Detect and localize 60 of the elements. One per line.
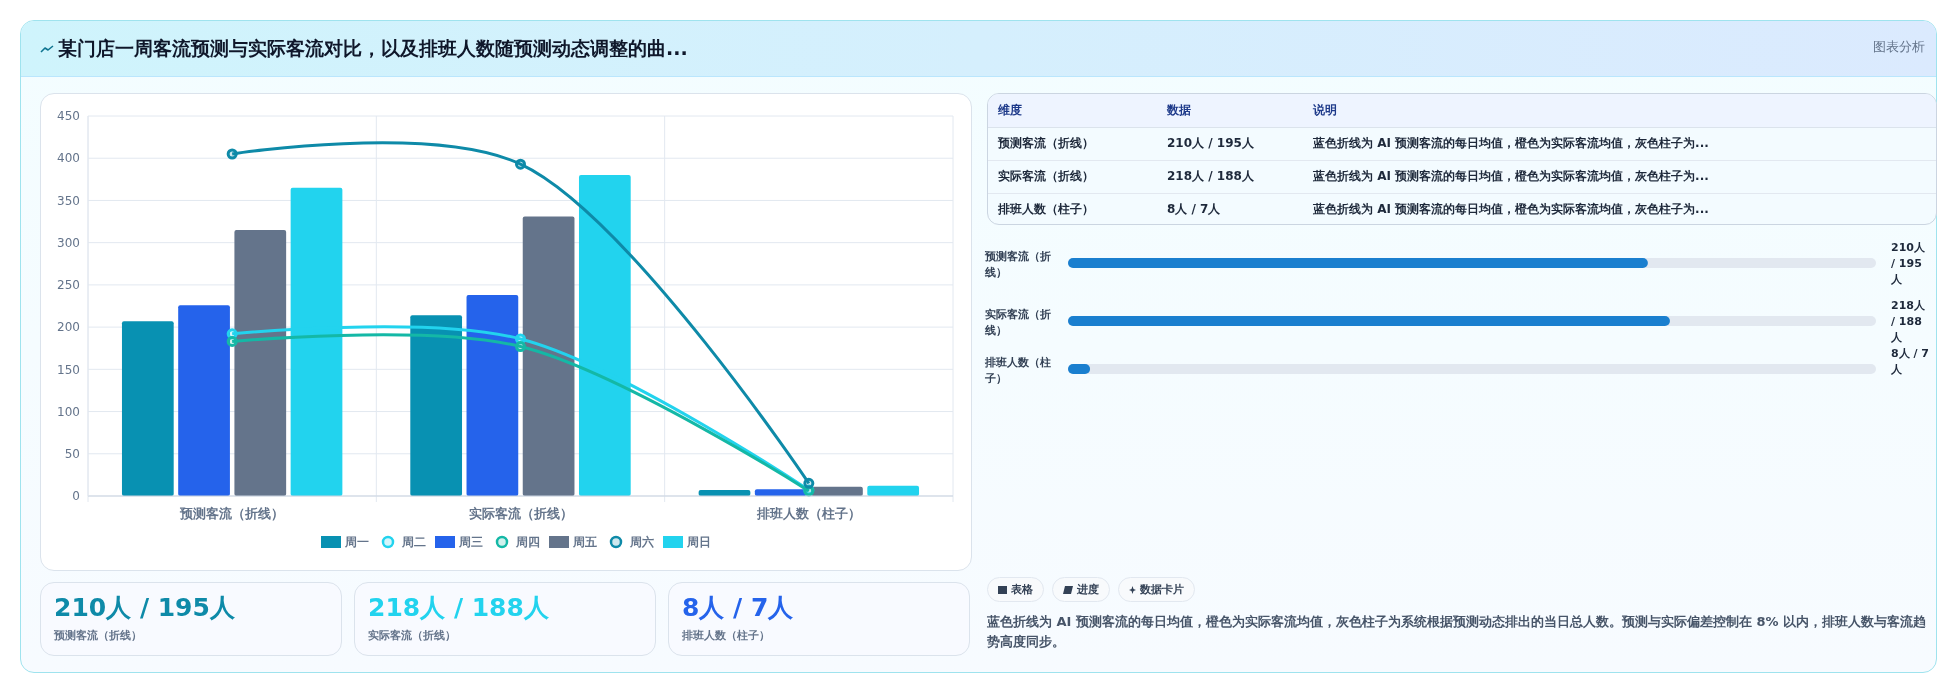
text: 218人 / 188人 bbox=[1167, 168, 1254, 185]
text: 210人 / 195人 bbox=[1167, 135, 1254, 152]
bar bbox=[410, 315, 463, 496]
point bbox=[803, 477, 815, 489]
text: 图表分析 bbox=[1873, 38, 1925, 56]
legend-label: 周三 bbox=[458, 535, 483, 550]
text: 说明 bbox=[1313, 102, 1337, 119]
text: 维度 bbox=[998, 102, 1022, 119]
y-tick-label: 350 bbox=[57, 193, 80, 208]
text: 表格 bbox=[987, 577, 1044, 602]
point bbox=[226, 148, 238, 160]
data-label: 218人 / 188人 bbox=[1891, 298, 1926, 346]
y-tick-label: 0 bbox=[72, 489, 80, 504]
x-tick-label: 实际客流（折线） bbox=[468, 506, 573, 521]
point bbox=[515, 341, 526, 353]
legend-label: 周四 bbox=[515, 535, 540, 550]
bar bbox=[234, 230, 287, 496]
legend-label: 周二 bbox=[401, 535, 426, 550]
text: 蓝色折线为 AI 预测客流的每日均值，橙色为实际客流均值，灰色柱子为... bbox=[1313, 135, 1709, 152]
x-tick-label: 排班人数（柱子） bbox=[755, 506, 861, 521]
legend-label: 周五 bbox=[572, 535, 597, 550]
bar bbox=[522, 216, 575, 496]
text: 8人 / 7人 bbox=[1167, 201, 1221, 218]
text: 实际客流（折线） bbox=[368, 628, 456, 643]
text: 218人 / 188人 bbox=[368, 592, 549, 624]
bar bbox=[466, 295, 519, 496]
text: 排班人数（柱子） bbox=[682, 628, 770, 643]
y-tick-label: 50 bbox=[64, 446, 80, 461]
text: 数据 bbox=[1167, 102, 1191, 119]
text: 排班人数（柱子） bbox=[998, 201, 1094, 218]
legend-label: 周一 bbox=[344, 535, 369, 550]
text: 数据卡片 bbox=[1118, 577, 1195, 602]
y-tick-label: 450 bbox=[57, 109, 80, 124]
y-tick-label: 200 bbox=[57, 320, 80, 335]
bar bbox=[121, 321, 174, 496]
legend-label: 周六 bbox=[629, 535, 654, 550]
text: 蓝色折线为 AI 预测客流的每日均值，橙色为实际客流均值，灰色柱子为... bbox=[1313, 201, 1709, 218]
bar bbox=[178, 305, 230, 496]
y-tick-label: 排班人数（柱子） bbox=[985, 355, 1052, 387]
data-label: 8人 / 7人 bbox=[1891, 346, 1930, 378]
text: 预测客流（折线） bbox=[998, 135, 1094, 152]
text: 进度 bbox=[1052, 577, 1110, 602]
text: 实际客流（折线） bbox=[998, 168, 1094, 185]
text: 210人 / 195人 bbox=[54, 592, 235, 624]
y-tick-label: 300 bbox=[57, 235, 80, 250]
y-tick-label: 250 bbox=[57, 278, 80, 293]
y-tick-label: 预测客流（折线） bbox=[985, 249, 1052, 281]
text: 8人 / 7人 bbox=[682, 592, 794, 624]
chart-title: 某门店一周客流预测与实际客流对比，以及排班人数随预测动态调整的曲... bbox=[58, 36, 688, 61]
legend-label: 周日 bbox=[686, 535, 711, 550]
y-tick-label: 100 bbox=[57, 404, 80, 419]
text: 蓝色折线为 AI 预测客流的每日均值，橙色为实际客流均值，灰色柱子为... bbox=[1313, 168, 1709, 185]
point bbox=[515, 158, 526, 170]
x-tick-label: 预测客流（折线） bbox=[179, 506, 285, 521]
y-tick-label: 150 bbox=[57, 362, 80, 377]
data-label: 210人 / 195人 bbox=[1891, 240, 1926, 288]
text: 蓝色折线为 AI 预测客流的每日均值，橙色为实际客流均值，灰色柱子为系统根据预测动态排出的当日总人数。预测与实际偏差控制在 8% 以内，排班人数与客流趋势高度同步。 bbox=[987, 613, 1928, 651]
point bbox=[226, 335, 238, 347]
y-tick-label: 实际客流（折线） bbox=[985, 307, 1052, 339]
y-tick-label: 400 bbox=[57, 151, 80, 166]
